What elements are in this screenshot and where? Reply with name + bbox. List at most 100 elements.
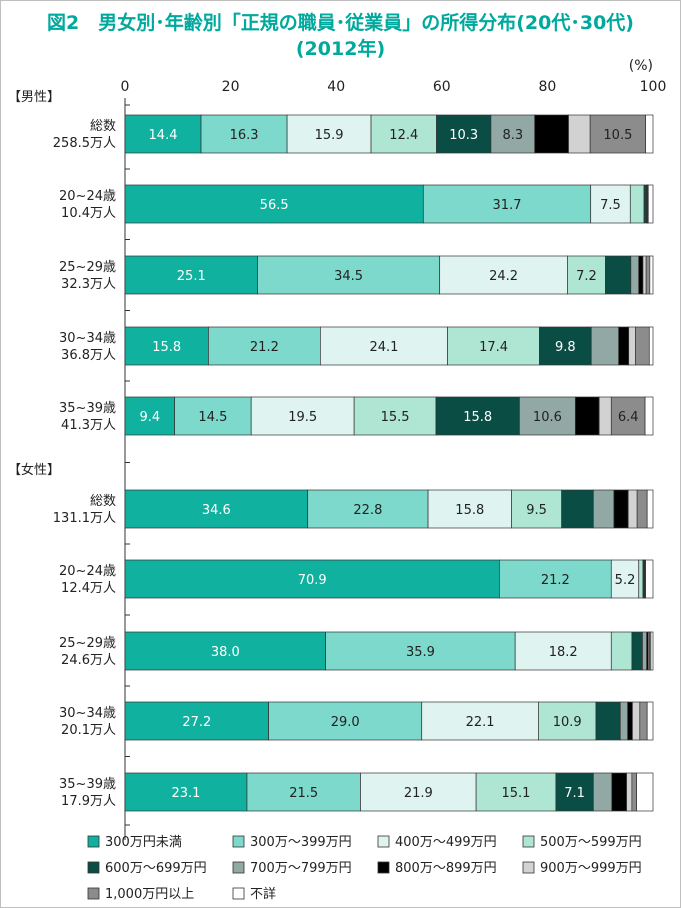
bar-segment [639,701,648,741]
segment-value-label: 56.5 [260,198,289,213]
bar-segment [647,184,654,224]
legend-swatch [87,887,100,900]
bar-segment [610,631,633,671]
bar-segment [514,631,612,671]
x-tick-label: 20 [222,79,240,95]
segment-value-label: 6.4 [618,410,639,425]
bar-segment [575,396,600,436]
segment-value-label: 14.4 [149,128,178,143]
row-label-age: 30~34歳 [59,331,116,346]
segment-value-label: 14.5 [198,410,227,425]
segment-value-label: 15.8 [463,410,492,425]
group-label: 【男性】 [8,90,60,105]
bar-segment [439,255,568,295]
bar-segment [636,772,654,812]
x-tick-label: 0 [121,79,130,95]
bar-segment [592,489,615,529]
legend-swatch [232,887,245,900]
bar-segment [646,489,654,529]
row-label-age: 25~29歳 [59,260,116,275]
segment-value-label: 16.3 [230,128,259,143]
segment-value-label: 19.5 [288,410,317,425]
bar-segment [538,701,597,741]
bar-segment [638,559,644,599]
x-tick-label: 100 [640,79,667,95]
segment-value-label: 21.2 [541,573,570,588]
bar-segment [590,184,631,224]
bar-segment [124,326,209,366]
bar-segment [605,255,632,295]
segment-value-label: 21.2 [250,340,279,355]
segment-value-label: 31.7 [493,198,522,213]
segment-value-label: 34.5 [334,269,363,284]
legend-label: 1,000万円以上 [105,887,194,902]
bar-segment [642,255,647,295]
row-label-age: 25~29歳 [59,636,116,651]
segment-value-label: 7.5 [600,198,621,213]
bar-segment [246,772,361,812]
bar-segment [436,114,492,154]
segment-value-label: 7.1 [564,786,585,801]
segment-value-label: 17.4 [479,340,508,355]
row-label-count: 20.1万人 [61,723,116,738]
bar-segment [650,631,654,671]
bar-segment [268,701,423,741]
bar-segment [447,326,540,366]
bar-segment [422,184,592,224]
bar-segment [631,631,643,671]
legend-swatch [232,861,245,874]
segment-value-label: 9.5 [526,503,547,518]
bar-segment [635,326,650,366]
bar-segment [649,255,654,295]
bar-segment [589,114,646,154]
bar-segment [627,701,633,741]
row-label-count: 24.6万人 [61,653,116,668]
segment-value-label: 35.9 [406,645,435,660]
segment-value-label: 15.5 [381,410,410,425]
bar-segment [499,559,612,599]
row-label-count: 10.4万人 [61,206,116,221]
segment-value-label: 18.2 [549,645,578,660]
bar-segment [626,772,633,812]
bar-segment [124,631,326,671]
bar-segment [534,114,569,154]
bar-segment [174,396,252,436]
row-label-age: 35~39歳 [59,401,116,416]
segment-value-label: 10.9 [553,715,582,730]
segment-value-label: 34.6 [202,503,231,518]
bar-segment [645,559,654,599]
bar-segment [627,489,638,529]
legend-label: 800万～899万円 [395,861,497,876]
bar-segment [539,326,592,366]
legend-swatch [522,861,535,874]
row-label-count: 36.8万人 [61,348,116,363]
bar-segment [568,114,591,154]
legend-swatch [232,835,245,848]
legend-label: 300万円未満 [105,835,182,850]
chart-title: 図2 男女別･年齢別「正規の職員･従業員」の所得分布(20代･30代) [47,12,634,34]
legend-swatch [377,861,390,874]
segment-value-label: 10.6 [533,410,562,425]
legend-label: 不詳 [250,886,276,902]
bar-segment [567,255,606,295]
bar-segment [648,326,654,366]
bar-segment [618,326,630,366]
legend-label: 600万～699万円 [105,861,207,876]
bar-segment [595,701,621,741]
x-tick-label: 40 [327,79,345,95]
row-label-count: 258.5万人 [53,136,116,151]
legend-label: 300万～399万円 [250,835,352,850]
bar-segment [610,396,646,436]
bar-segment [427,489,512,529]
bar-segment [124,255,258,295]
segment-value-label: 15.9 [315,128,344,143]
segment-value-label: 21.5 [289,786,318,801]
bar-segment [370,114,437,154]
segment-value-label: 27.2 [182,715,211,730]
segment-value-label: 29.0 [331,715,360,730]
x-tick-label: 80 [538,79,556,95]
bar-segment [631,772,637,812]
unit-label: (%) [629,58,653,74]
row-label-count: 41.3万人 [61,418,116,433]
